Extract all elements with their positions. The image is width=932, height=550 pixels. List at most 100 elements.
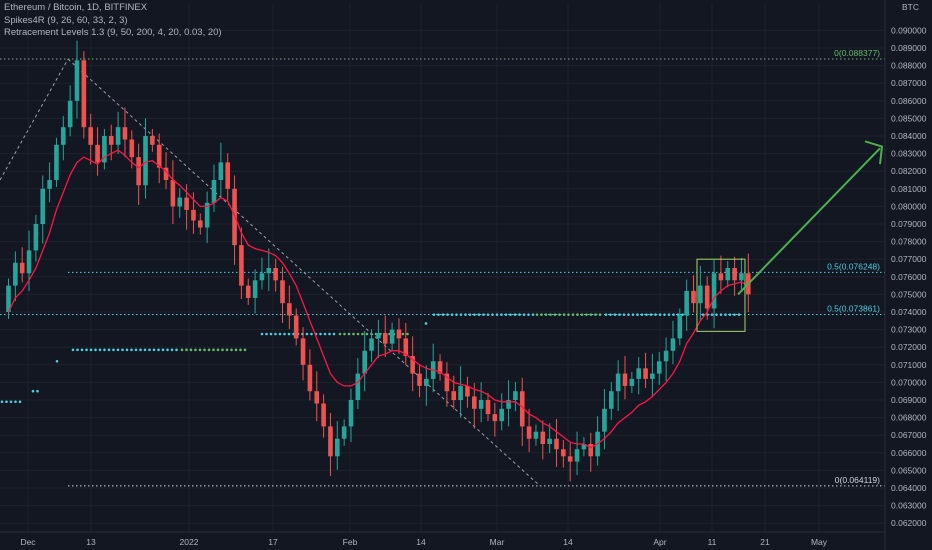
level-dot: [175, 348, 178, 352]
level-dot: [531, 313, 535, 316]
candle-body: [67, 100, 73, 128]
x-tick-label: Feb: [343, 537, 358, 547]
candle-body: [362, 350, 367, 374]
level-dot: [432, 313, 436, 316]
level-dot: [260, 332, 264, 336]
level-dot: [287, 332, 291, 336]
level-dot: [558, 313, 561, 316]
candle-body: [225, 162, 230, 189]
level-dot: [622, 313, 626, 316]
level-dot: [527, 313, 530, 316]
candle-body: [245, 285, 251, 298]
candle-body: [615, 373, 621, 392]
level-dot: [627, 313, 630, 316]
level-dot: [14, 400, 17, 404]
y-tick-label: 0.089000: [891, 43, 927, 53]
level-dot: [450, 313, 454, 316]
level-dot: [513, 313, 517, 316]
candle-body: [396, 329, 402, 339]
level-dot: [85, 348, 88, 352]
level-dot: [522, 313, 526, 316]
level-dot: [0, 400, 4, 404]
level-dot: [18, 400, 22, 404]
level-dot: [170, 348, 174, 352]
level-dot: [180, 348, 184, 352]
level-dot: [640, 313, 644, 316]
level-dot: [553, 313, 557, 316]
candle-body: [61, 127, 66, 145]
y-tick-label: 0.066000: [891, 448, 927, 458]
candle-body: [437, 361, 443, 374]
fib-level-label: 0(0.088377): [834, 48, 880, 58]
fib-levels: 0(0.088377) 0.5(0.076248) 0.5(0.073861) 0(0…: [0, 48, 885, 487]
candle-body: [177, 197, 183, 207]
level-dot: [347, 332, 351, 336]
candle-body: [684, 290, 689, 316]
time-axis[interactable]: Dec 13 2022 17 Feb 14 Mar 14 Apr 11 21 May: [0, 531, 885, 547]
x-tick-label: May: [811, 537, 828, 547]
level-dot: [305, 332, 309, 336]
candle-body: [533, 431, 539, 439]
level-dot: [221, 348, 224, 352]
candle-body: [513, 391, 518, 400]
candle-body: [266, 268, 272, 274]
level-dot: [728, 313, 732, 316]
level-dot: [139, 348, 142, 352]
level-dot: [194, 348, 197, 352]
candle-body: [629, 378, 635, 386]
x-tick-label: 2022: [180, 537, 199, 547]
y-tick-label: 0.067000: [891, 430, 927, 440]
level-dot: [319, 332, 322, 336]
level-dot: [343, 332, 346, 336]
level-dot: [323, 332, 327, 336]
candle-body: [417, 373, 422, 386]
level-dot: [107, 348, 111, 352]
candle-body: [369, 338, 374, 351]
x-tick-label: 21: [760, 537, 770, 547]
y-tick-label: 0.087000: [891, 78, 927, 88]
candle-body: [636, 368, 641, 379]
level-dot: [94, 348, 97, 352]
level-dot: [477, 313, 481, 316]
price-axis[interactable]: 0.062000 0.063000 0.064000 0.065000 0.066000…: [884, 0, 927, 550]
candle-body: [307, 364, 313, 392]
level-dot: [125, 348, 129, 352]
candle-body: [656, 361, 662, 374]
candle-body: [33, 224, 39, 251]
candle-body: [102, 136, 107, 163]
candle-body: [451, 391, 457, 400]
level-dot: [594, 313, 597, 316]
candle-body: [355, 373, 361, 400]
level-dot: [130, 348, 133, 352]
x-tick-label: Apr: [653, 537, 666, 547]
level-dot: [654, 313, 657, 316]
level-dot: [618, 313, 621, 316]
level-dot: [80, 348, 84, 352]
candle-body: [143, 136, 148, 186]
level-dot: [613, 313, 617, 316]
candle-body: [335, 438, 340, 457]
y-tick-label: 0.076000: [891, 272, 927, 282]
level-dot: [265, 332, 268, 336]
legend-indicator-spikes[interactable]: Spikes4R (9, 26, 60, 33, 2, 3): [4, 14, 128, 26]
level-dot: [352, 332, 355, 336]
level-dot: [216, 348, 220, 352]
candle-body: [150, 136, 155, 145]
candle-body: [567, 456, 573, 462]
candle-body: [293, 315, 299, 339]
level-dot: [269, 332, 273, 336]
candle-body: [74, 60, 80, 101]
candle-body: [410, 356, 415, 374]
legend-symbol[interactable]: Ethereum / Bitcoin, 1D, BITFINEX: [4, 2, 148, 13]
fib-level-label: 0.5(0.073861): [827, 303, 880, 313]
level-dot: [672, 313, 675, 316]
y-tick-label: 0.074000: [891, 307, 927, 317]
candle-body: [95, 144, 100, 163]
candle-body: [321, 403, 326, 427]
y-tick-label: 0.083000: [891, 149, 927, 159]
level-dot: [636, 313, 639, 316]
legend-indicator-retracement[interactable]: Retracement Levels 1.3 (9, 50, 200, 4, 2…: [4, 27, 222, 38]
highlight-box: [696, 258, 746, 332]
level-dot: [55, 359, 59, 363]
